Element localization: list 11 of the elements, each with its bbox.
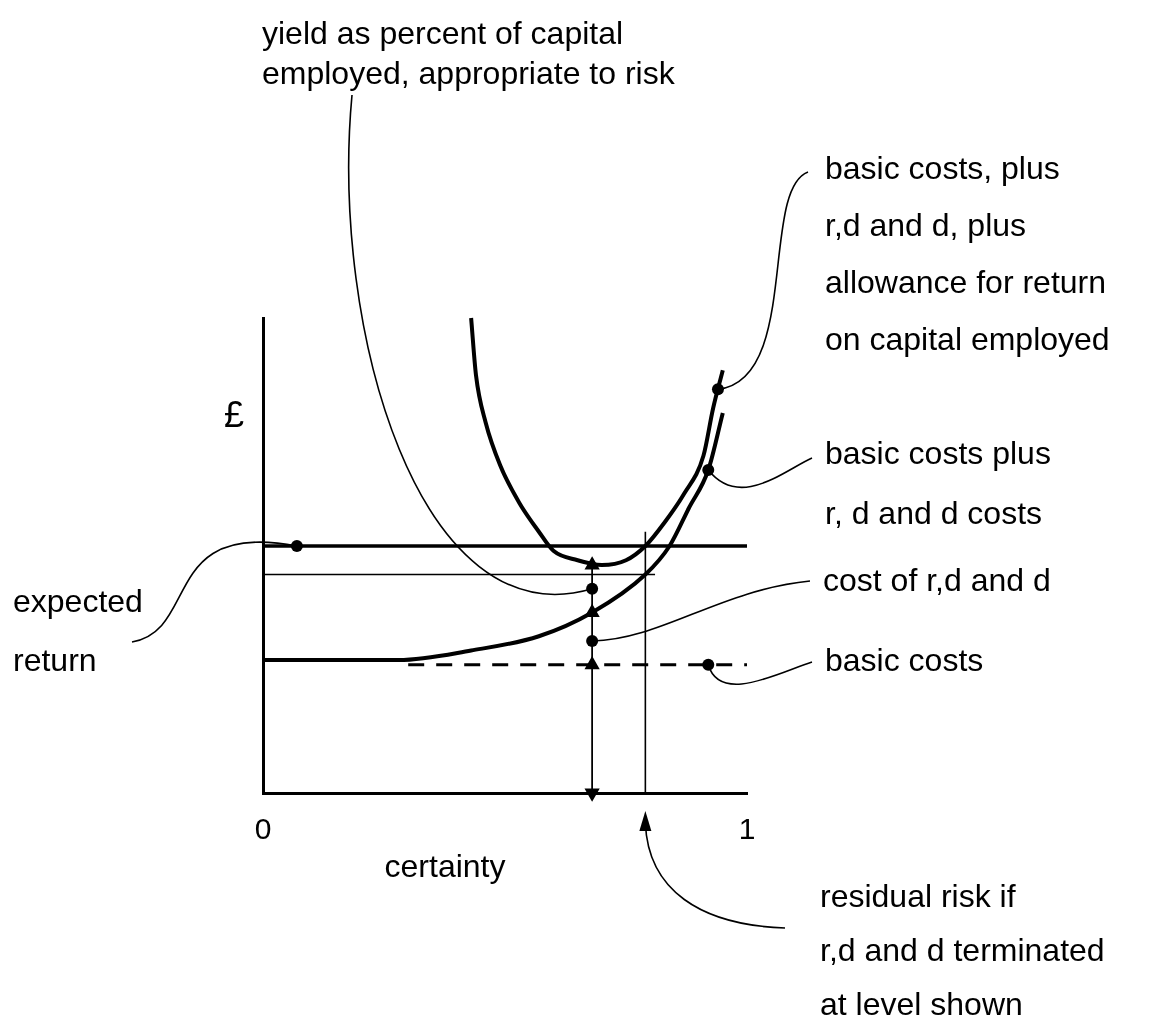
annotation: basic costs, plus r,d and d, plus allowance for return on capital employed <box>825 149 1110 357</box>
annotation: yield as percent of capital employed, appropriate to risk <box>262 14 676 91</box>
text: residual risk if r,d and d terminated at level shown <box>820 877 1105 1022</box>
x-tick-label: 0 <box>254 812 272 846</box>
x-tick-label: 1 <box>738 812 756 846</box>
annotation: expected return <box>13 582 143 678</box>
x-axis-title: certainty <box>384 847 506 884</box>
point <box>702 464 715 476</box>
y-axis-title: £ <box>223 393 245 435</box>
annotation: cost of r,d and d <box>823 561 1051 598</box>
annotation: basic costs <box>825 641 984 678</box>
